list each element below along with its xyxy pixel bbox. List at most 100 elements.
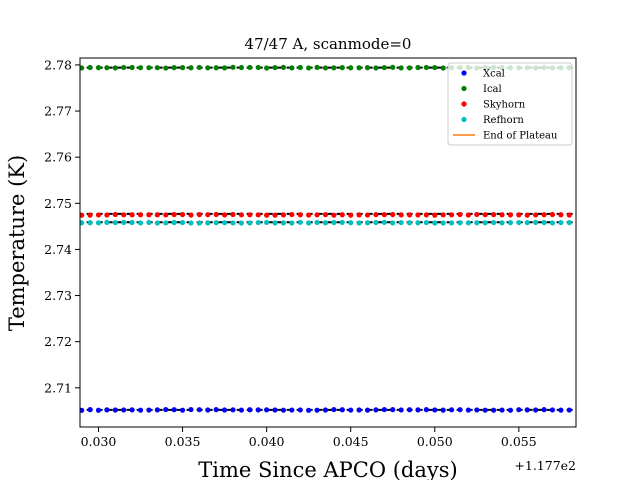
- y-axis-label: Temperature (K): [5, 155, 29, 331]
- series-xcal: [80, 406, 575, 413]
- data-point-refhorn: [381, 219, 387, 225]
- y-tick-label: 2.72: [44, 334, 72, 349]
- data-point-ical: [348, 65, 354, 71]
- data-point-ical: [390, 64, 396, 70]
- data-point-refhorn: [566, 220, 572, 226]
- data-point-xcal: [121, 407, 127, 413]
- y-tick-label: 2.73: [44, 288, 72, 303]
- data-point-ical: [364, 65, 371, 71]
- data-point-xcal: [524, 407, 530, 413]
- x-axis: 0.030 0.035 0.040 0.045 0.050 0.055: [81, 427, 537, 449]
- data-point-skyhorn: [188, 212, 194, 218]
- data-point-skyhorn: [381, 212, 387, 218]
- data-point-skyhorn: [280, 212, 287, 218]
- data-point-xcal: [306, 407, 312, 413]
- data-point-refhorn: [516, 219, 522, 226]
- data-point-skyhorn: [80, 212, 85, 218]
- legend-label: Ical: [483, 84, 502, 95]
- data-point-xcal: [390, 407, 396, 413]
- data-point-skyhorn: [533, 212, 539, 218]
- data-point-xcal: [264, 407, 270, 413]
- plot-frame: [79, 57, 577, 428]
- data-point-xcal: [196, 407, 202, 413]
- data-point-refhorn: [423, 219, 429, 226]
- data-point-refhorn: [255, 219, 261, 226]
- data-point-ical: [188, 65, 194, 71]
- data-point-ical: [213, 65, 219, 71]
- data-point-xcal: [221, 407, 228, 413]
- data-point-xcal: [507, 407, 514, 413]
- data-point-skyhorn: [398, 212, 404, 218]
- data-point-ical: [255, 64, 261, 71]
- x-tick-label: 0.045: [333, 434, 369, 449]
- data-point-skyhorn: [255, 212, 261, 218]
- data-point-xcal: [482, 407, 488, 413]
- data-point-xcal: [297, 407, 303, 413]
- data-point-refhorn: [373, 219, 379, 226]
- data-point-skyhorn: [432, 212, 438, 218]
- x-tick-label: 0.050: [417, 434, 453, 449]
- data-point-ical: [137, 65, 144, 71]
- data-point-ical: [146, 65, 152, 71]
- data-point-skyhorn: [121, 212, 127, 218]
- data-point-skyhorn: [482, 212, 488, 218]
- data-point-ical: [221, 65, 228, 71]
- y-tick-label: 2.75: [44, 196, 72, 211]
- data-point-skyhorn: [146, 212, 152, 218]
- data-point-ical: [297, 64, 303, 71]
- x-axis-label: Time Since APCO (days): [198, 458, 457, 480]
- data-point-refhorn: [205, 220, 211, 226]
- legend-box: [447, 62, 573, 146]
- data-point-skyhorn: [474, 211, 480, 218]
- data-point-refhorn: [465, 220, 471, 226]
- data-point-xcal: [179, 407, 186, 413]
- data-point-xcal: [205, 407, 211, 413]
- data-point-refhorn: [213, 220, 219, 226]
- data-point-ical: [314, 64, 320, 70]
- data-point-ical: [398, 65, 404, 71]
- x-tick-label: 0.030: [81, 434, 117, 449]
- data-point-xcal: [230, 407, 236, 413]
- data-point-skyhorn: [406, 212, 413, 218]
- data-point-skyhorn: [171, 211, 177, 218]
- data-point-xcal: [474, 407, 480, 413]
- data-point-refhorn: [474, 220, 480, 226]
- data-point-refhorn: [406, 220, 413, 226]
- data-point-refhorn: [289, 220, 295, 226]
- data-point-xcal: [188, 406, 194, 413]
- data-point-skyhorn: [507, 212, 514, 218]
- data-point-skyhorn: [339, 212, 345, 218]
- data-point-skyhorn: [213, 211, 219, 218]
- data-point-refhorn: [104, 219, 110, 225]
- x-tick-label: 0.040: [249, 434, 285, 449]
- data-point-refhorn: [390, 220, 396, 226]
- data-point-skyhorn: [516, 212, 522, 218]
- data-point-refhorn: [549, 220, 556, 226]
- legend-label: Skyhorn: [483, 100, 526, 111]
- data-point-ical: [163, 65, 169, 71]
- data-point-xcal: [255, 407, 261, 413]
- data-point-ical: [415, 64, 421, 71]
- data-point-refhorn: [499, 220, 505, 226]
- data-point-skyhorn: [129, 212, 135, 218]
- data-point-ical: [356, 65, 362, 71]
- data-point-xcal: [112, 407, 118, 413]
- data-point-refhorn: [80, 220, 85, 226]
- data-point-ical: [373, 65, 379, 71]
- data-point-xcal: [516, 407, 522, 413]
- data-point-ical: [432, 64, 438, 71]
- data-point-refhorn: [339, 219, 345, 226]
- data-point-xcal: [95, 407, 102, 413]
- data-point-refhorn: [163, 220, 169, 226]
- data-point-ical: [423, 64, 429, 71]
- data-point-skyhorn: [491, 212, 497, 218]
- y-tick-label: 2.71: [44, 380, 72, 395]
- data-point-skyhorn: [289, 211, 295, 218]
- data-point-skyhorn: [322, 212, 329, 218]
- data-point-refhorn: [95, 220, 102, 226]
- data-point-ical: [95, 65, 102, 71]
- data-point-skyhorn: [415, 212, 421, 218]
- data-point-refhorn: [322, 220, 329, 226]
- data-point-skyhorn: [465, 212, 471, 218]
- data-point-skyhorn: [264, 212, 270, 218]
